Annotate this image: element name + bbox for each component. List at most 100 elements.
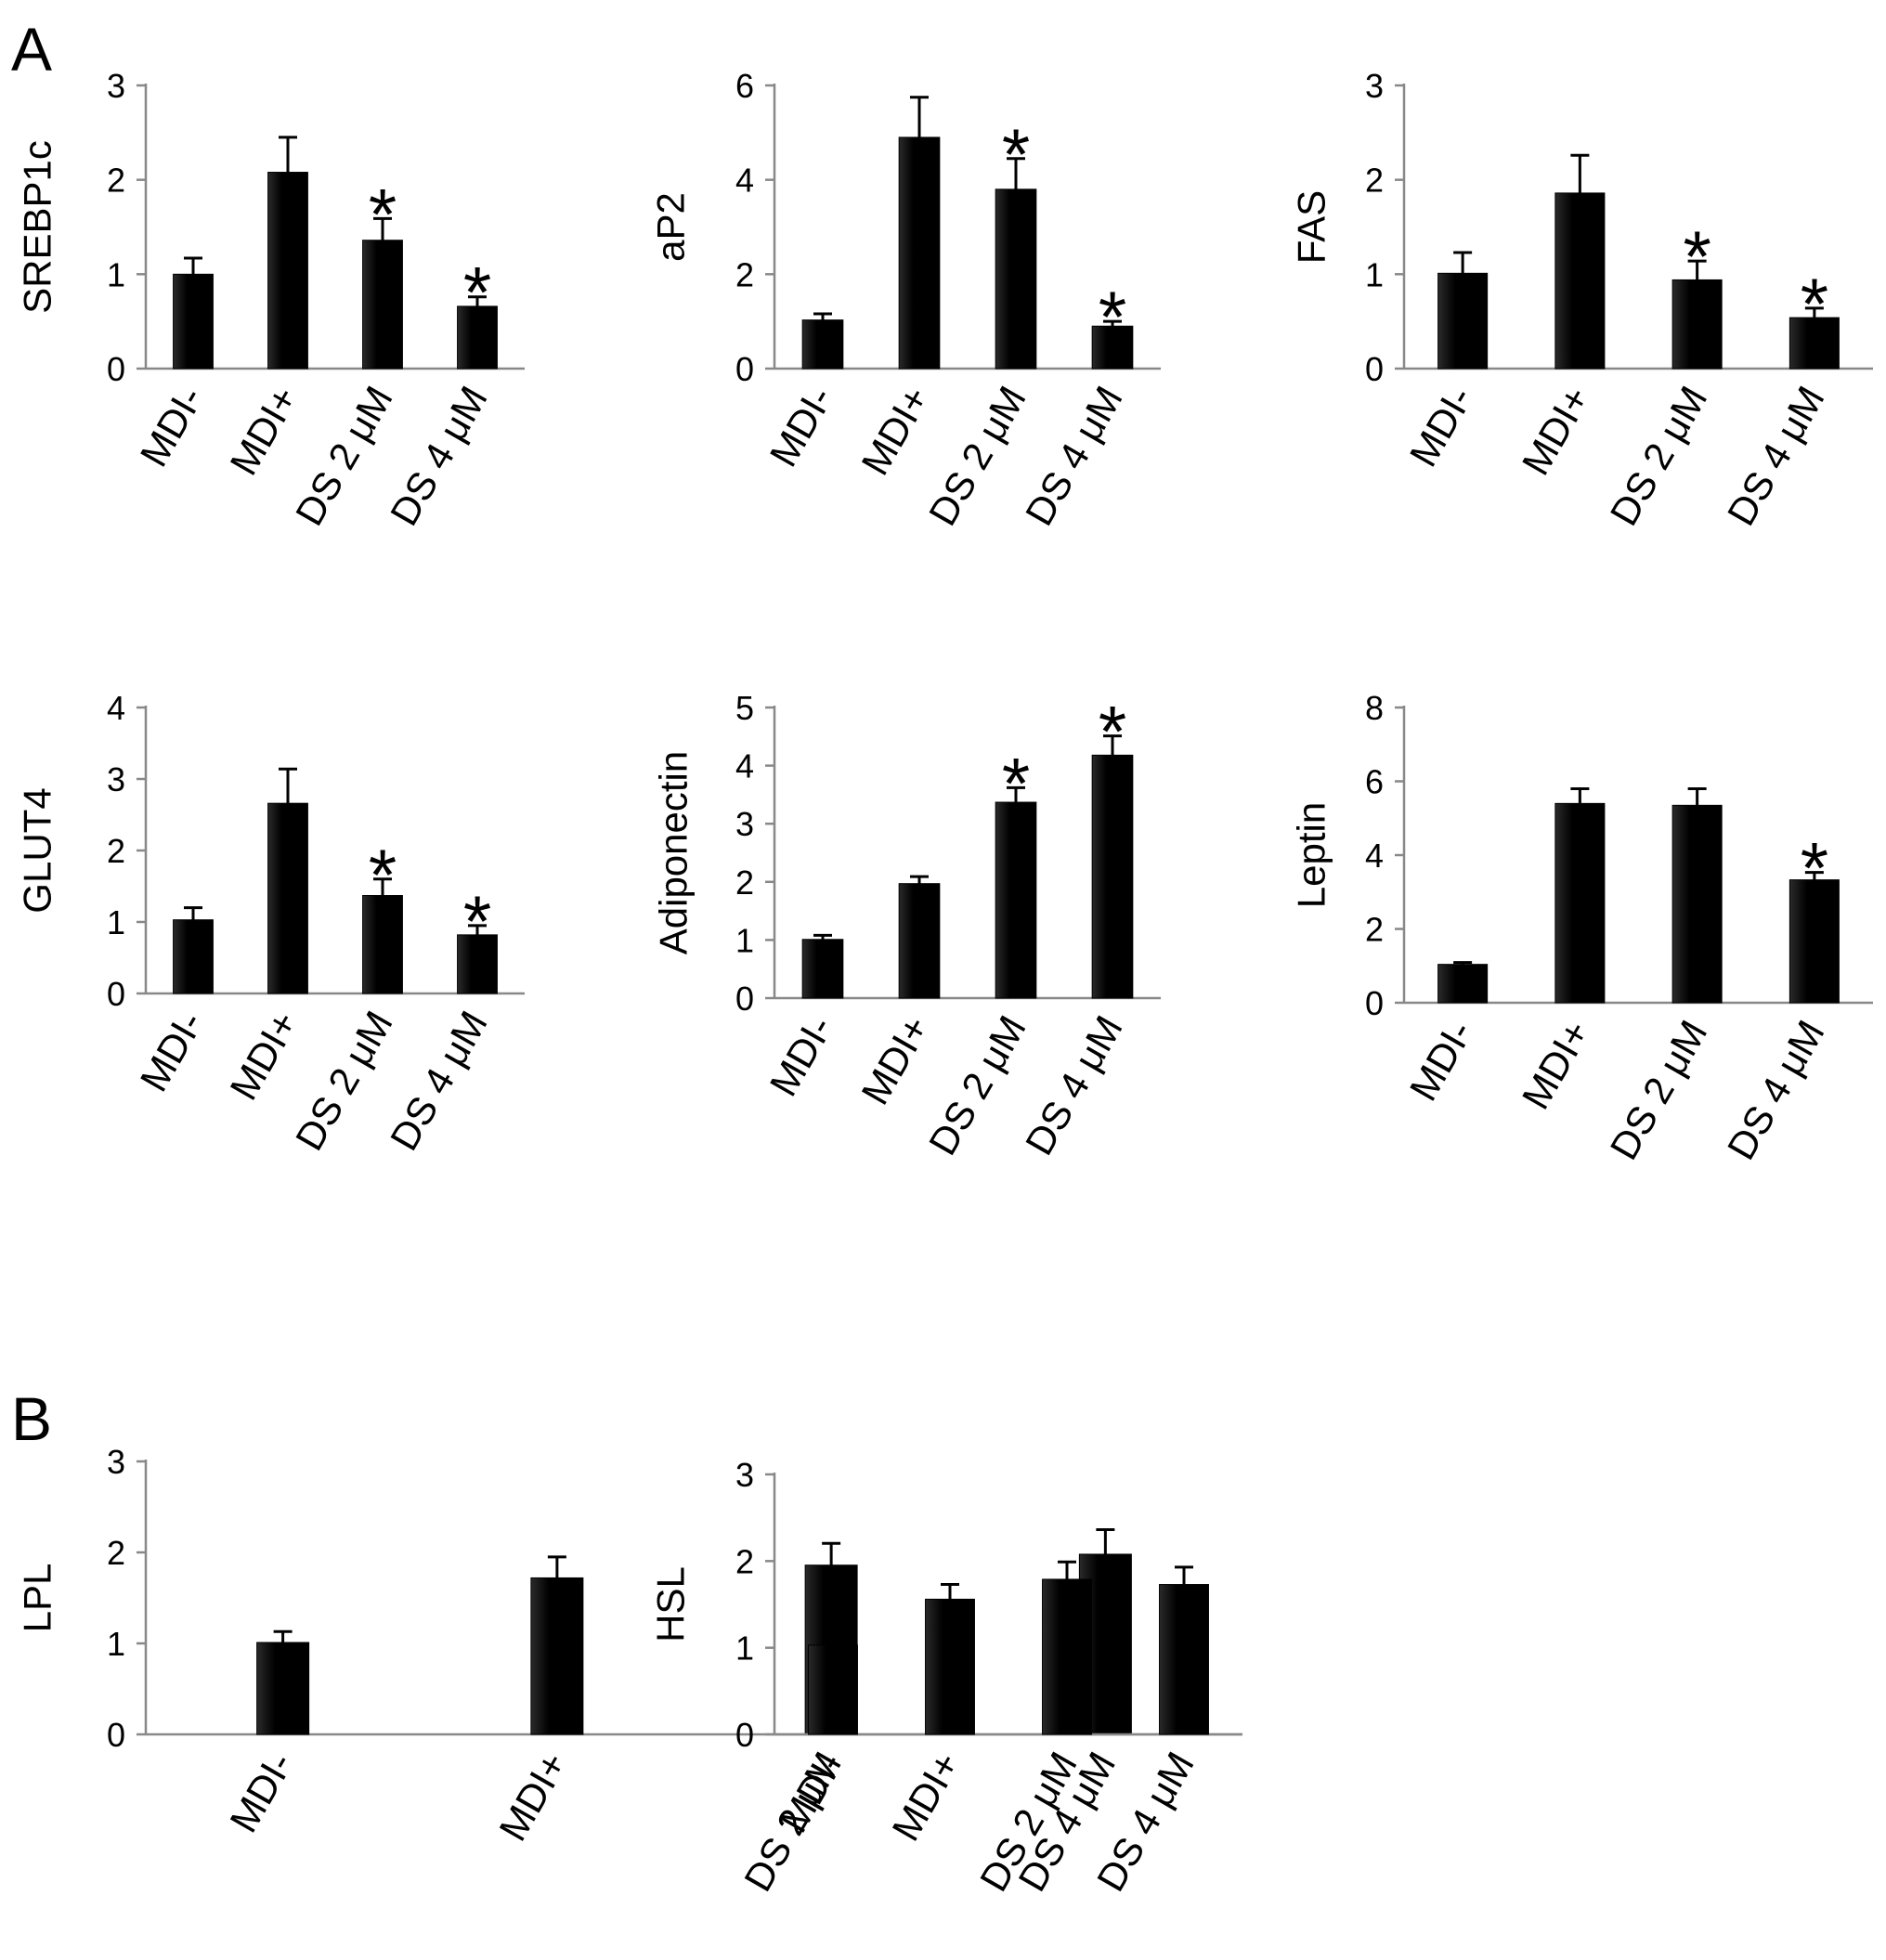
bar [1159,1584,1209,1735]
bar [1091,325,1134,370]
bar [1437,272,1489,370]
significance-asterisk: * [369,173,397,254]
bar [530,1577,584,1735]
y-tick-label: 3 [107,760,125,798]
y-tick-label: 3 [735,1456,754,1494]
x-tick-label: MDI- [761,379,841,474]
bar [362,240,403,370]
y-tick-label: 8 [1365,689,1384,727]
bar [995,188,1037,370]
y-tick-label: 3 [1365,67,1384,105]
y-tick-label: 2 [1365,911,1384,949]
bar [457,305,498,370]
y-tick-label: 0 [107,350,125,388]
significance-asterisk: * [1002,742,1030,824]
bar [801,319,844,370]
bar [808,1644,858,1735]
y-tick-label: 0 [735,350,754,388]
y-tick-label: 4 [735,747,754,785]
bar [1671,279,1723,370]
x-tick-label: MDI+ [490,1745,575,1848]
bar [267,802,308,994]
bar [1671,804,1723,1004]
significance-asterisk: * [463,252,491,333]
y-tick-label: 5 [735,689,754,727]
bar [898,136,941,370]
significance-asterisk: * [1683,215,1710,297]
y-tick-label: 4 [1365,837,1384,875]
bar [256,1642,310,1735]
y-axis-label: aP2 [649,192,693,262]
significance-asterisk: * [1801,263,1828,344]
x-tick-label: MDI- [221,1745,301,1839]
y-tick-label: 2 [107,832,125,870]
y-tick-label: 1 [1365,255,1384,293]
y-tick-label: 4 [735,162,754,200]
bar [1437,964,1489,1004]
x-tick-label: MDI- [761,1008,841,1103]
bar [1788,317,1840,370]
y-tick-label: 2 [735,1542,754,1580]
bar [995,801,1037,999]
x-tick-label: MDI- [132,379,212,474]
y-tick-label: 4 [107,689,125,727]
significance-asterisk: * [463,880,491,962]
significance-asterisk: * [1801,827,1828,909]
significance-asterisk: * [1002,113,1030,195]
y-tick-label: 0 [1365,350,1384,388]
y-tick-label: 3 [107,1443,125,1481]
x-tick-label: MDI- [132,1004,212,1098]
x-tick-label: DS 4 μM [1017,1008,1131,1162]
y-tick-label: 1 [735,921,754,959]
y-axis-label: FAS [1290,190,1333,264]
x-tick-label: DS 4 μM [1719,379,1833,533]
y-tick-label: 3 [107,67,125,105]
y-tick-label: 6 [1365,763,1384,801]
y-tick-label: 0 [735,980,754,1018]
x-tick-label: MDI+ [1514,379,1598,482]
significance-asterisk: * [369,834,397,915]
y-tick-label: 2 [107,162,125,200]
y-axis-label: Adiponectin [652,751,696,955]
x-tick-label: DS 4 μM [1719,1013,1833,1167]
y-tick-label: 0 [735,1716,754,1754]
x-tick-label: DS 2 μM [1602,379,1716,533]
x-tick-label: MDI+ [852,379,937,482]
bar [457,934,498,994]
bar [173,919,214,994]
y-tick-label: 1 [107,255,125,293]
x-tick-label: MDI- [772,1745,852,1839]
y-tick-label: 2 [1365,162,1384,200]
y-tick-label: 0 [107,975,125,1013]
y-tick-label: 1 [107,1625,125,1663]
bar [1042,1578,1092,1735]
y-axis-label: LPL [16,1564,59,1633]
bar [801,939,844,999]
x-tick-label: MDI+ [221,1004,306,1107]
x-tick-label: MDI- [1401,379,1481,474]
x-tick-label: MDI+ [852,1008,937,1111]
bar [362,895,403,994]
x-tick-label: MDI+ [883,1745,968,1848]
significance-asterisk: * [1099,691,1126,772]
x-tick-label: MDI+ [1514,1013,1598,1116]
y-axis-label: HSL [649,1566,693,1642]
bar [1554,802,1606,1004]
significance-asterisk: * [1099,276,1126,357]
y-tick-label: 2 [735,863,754,902]
panel-letter-a: A [11,15,53,84]
y-axis-label: SREBP1c [16,140,59,314]
y-tick-label: 1 [735,1629,754,1668]
y-axis-label: Leptin [1290,802,1333,908]
y-tick-label: 6 [735,67,754,105]
bar [1788,879,1840,1004]
y-tick-label: 0 [107,1716,125,1754]
y-tick-label: 2 [735,255,754,293]
y-tick-label: 2 [107,1534,125,1572]
y-axis-label: GLUT4 [16,787,59,913]
bar [925,1598,975,1735]
panel-letter-b: B [11,1384,53,1453]
x-tick-label: DS 2 μM [1602,1013,1716,1167]
bar [1091,754,1134,999]
